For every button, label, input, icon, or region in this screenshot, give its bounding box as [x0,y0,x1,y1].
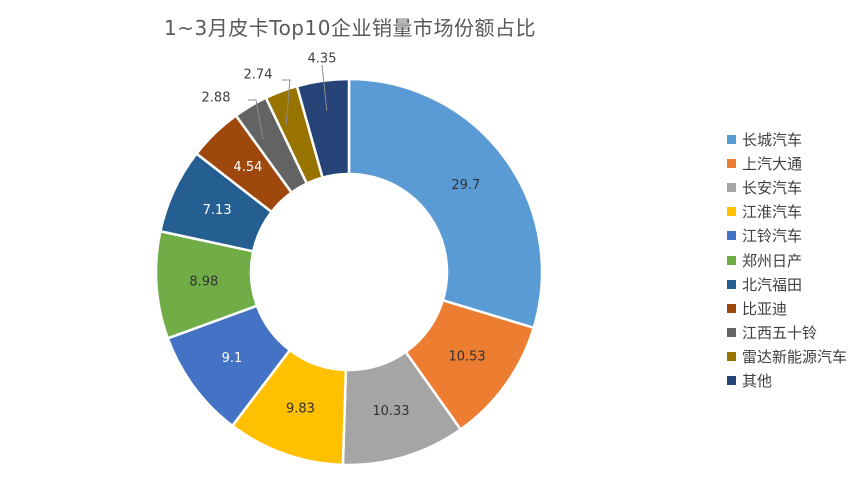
legend-item: 长安汽车 [727,175,863,199]
legend-item: 郑州日产 [727,248,863,272]
legend-item: 北汽福田 [727,272,863,296]
legend-swatch [727,134,736,144]
donut-slice-10 [295,77,351,180]
legend-swatch [727,328,736,338]
legend-item: 长城汽车 [727,127,863,151]
legend-label: 长安汽车 [742,178,803,197]
legend-swatch [727,231,736,241]
data-label-6: 7.13 [203,203,232,218]
data-label-4: 9.1 [222,351,243,366]
legend-item: 上汽大通 [727,151,863,175]
legend-label: 北汽福田 [742,275,803,294]
data-label-1: 10.53 [448,349,485,364]
legend-label: 江西五十铃 [742,324,818,343]
legend-item: 雷达新能源汽车 [727,345,863,369]
legend-swatch [727,207,736,217]
legend-label: 江淮汽车 [742,203,803,222]
legend-label: 雷达新能源汽车 [742,348,848,367]
legend-swatch [727,279,736,289]
legend-item: 江淮汽车 [727,200,863,224]
legend-swatch [727,182,736,192]
data-label-8: 2.88 [202,91,231,106]
data-label-5: 8.98 [189,275,218,290]
legend-label: 其他 [742,372,773,391]
chart-title: 1~3月皮卡Top10企业销量市场份额占比 [164,16,536,40]
data-label-10: 4.35 [308,52,337,67]
legend-swatch [727,376,736,386]
data-label-2: 10.33 [372,404,409,419]
legend-item: 江铃汽车 [727,224,863,248]
legend-label: 郑州日产 [742,251,803,270]
leader-line-10 [321,64,328,111]
legend: 长城汽车上汽大通长安汽车江淮汽车江铃汽车郑州日产北汽福田比亚迪江西五十铃雷达新能… [727,127,863,393]
data-label-0: 29.7 [451,178,480,193]
legend-label: 比亚迪 [742,299,788,318]
leader-line-8 [248,99,264,140]
donut-slice-0 [347,77,544,330]
data-label-9: 2.74 [244,68,273,83]
legend-item: 比亚迪 [727,296,863,320]
legend-swatch [727,255,736,265]
legend-swatch [727,352,736,362]
legend-label: 上汽大通 [742,154,803,173]
legend-item: 其他 [727,369,863,393]
legend-swatch [727,158,736,168]
data-label-7: 4.54 [233,160,262,175]
legend-label: 长城汽车 [742,130,803,149]
legend-item: 江西五十铃 [727,321,863,345]
legend-swatch [727,303,736,313]
leader-line-9 [282,79,291,127]
data-label-3: 9.83 [286,402,315,417]
legend-label: 江铃汽车 [742,227,803,246]
